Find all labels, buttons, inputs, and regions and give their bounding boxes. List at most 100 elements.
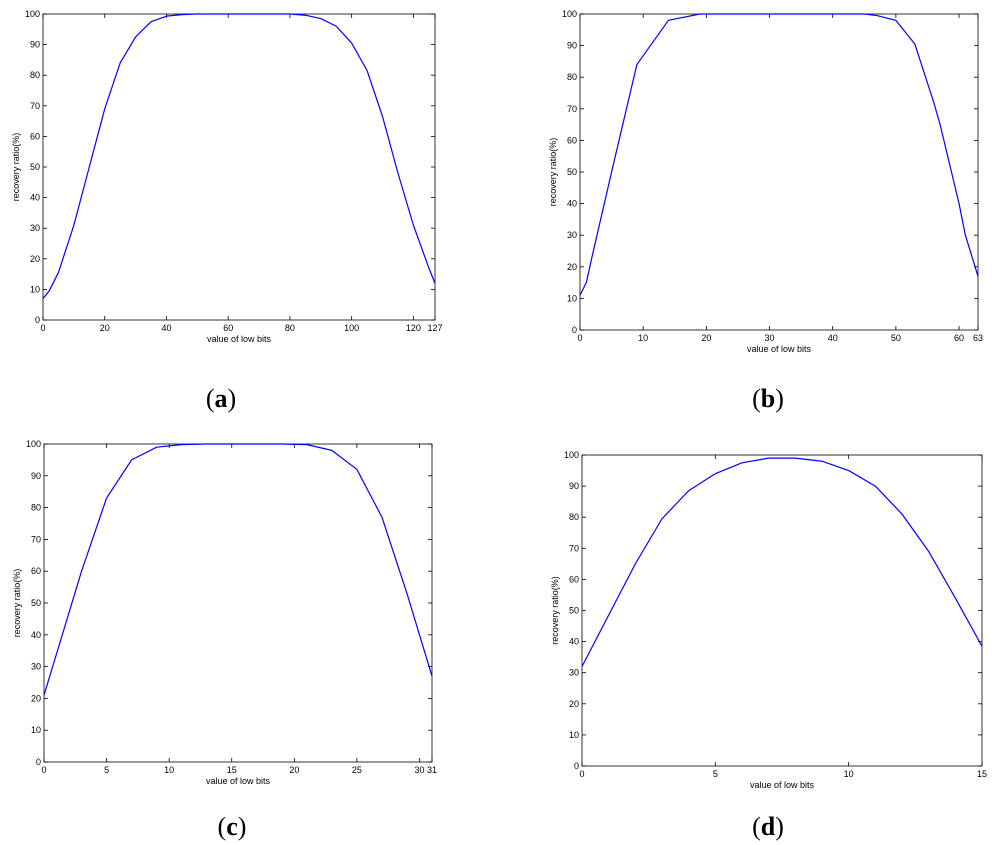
- y-tick-label: 90: [567, 41, 577, 51]
- x-tick-label: 0: [577, 333, 582, 343]
- y-tick-label: 100: [562, 9, 577, 19]
- x-tick-label: 20: [289, 765, 299, 775]
- y-tick-label: 0: [574, 761, 579, 771]
- y-tick-label: 50: [569, 606, 579, 616]
- series-line: [43, 443, 433, 696]
- x-tick-label: 20: [701, 333, 711, 343]
- panel-caption-letter: d: [760, 812, 776, 841]
- panel-caption-b: (b): [752, 384, 784, 413]
- y-tick-label: 0: [36, 757, 41, 767]
- x-tick-label: 60: [223, 323, 233, 333]
- y-tick-label: 30: [30, 223, 40, 233]
- y-tick-label: 90: [30, 40, 40, 50]
- x-tick-label: 60: [954, 333, 964, 343]
- y-axis-label: recovery ratio(%): [548, 138, 558, 207]
- y-tick-label: 10: [30, 284, 40, 294]
- y-tick-label: 40: [569, 637, 579, 647]
- x-tick-label: 5: [104, 765, 109, 775]
- y-tick-label: 0: [35, 315, 40, 325]
- y-tick-label: 100: [25, 9, 40, 19]
- x-tick-label: 40: [828, 333, 838, 343]
- y-tick-label: 60: [569, 574, 579, 584]
- y-tick-label: 70: [31, 534, 41, 544]
- x-axis-label: value of low bits: [750, 780, 815, 790]
- x-tick-label: 15: [227, 765, 237, 775]
- panel-caption-d: (d): [752, 812, 784, 841]
- x-tick-label: 0: [41, 765, 46, 775]
- series-line: [579, 13, 979, 296]
- panel-caption-c: (c): [217, 812, 247, 841]
- y-tick-label: 20: [569, 699, 579, 709]
- y-tick-label: 10: [567, 293, 577, 303]
- y-axis-label: recovery ratio(%): [550, 576, 560, 645]
- y-axis-label: recovery ratio(%): [11, 133, 21, 202]
- chart-panel-d: 0 10 20 30 40 50 60 70 80 90 100 0 5 10 15 value of low…: [550, 450, 987, 790]
- x-tick-label: 25: [352, 765, 362, 775]
- y-tick-label: 50: [567, 167, 577, 177]
- y-tick-label: 20: [30, 254, 40, 264]
- y-tick-label: 50: [30, 162, 40, 172]
- x-tick-label: 30: [414, 765, 424, 775]
- panel-caption-letter: b: [760, 384, 776, 413]
- series-line: [581, 457, 983, 667]
- panel-caption-a: (a): [205, 384, 237, 413]
- x-axis-label: value of low bits: [747, 344, 812, 354]
- x-tick-label: 100: [344, 323, 359, 333]
- x-axis-label: value of low bits: [207, 334, 272, 344]
- panel-caption-letter: a: [214, 384, 228, 413]
- x-tick-label: 10: [844, 769, 854, 779]
- chart-panel-b: 0 10 20 30 40 50 60 70 80 90 100 0 10 20 30 40 50 60 63 val…: [548, 9, 983, 354]
- x-tick-label: 10: [638, 333, 648, 343]
- y-tick-label: 60: [31, 566, 41, 576]
- y-tick-label: 40: [31, 630, 41, 640]
- x-tick-label: 50: [891, 333, 901, 343]
- plot-frame: [581, 454, 983, 767]
- y-tick-label: 10: [569, 730, 579, 740]
- x-tick-label: 120: [406, 323, 421, 333]
- series-line: [42, 13, 436, 299]
- y-tick-label: 60: [567, 135, 577, 145]
- x-axis-label: value of low bits: [206, 776, 271, 786]
- x-tick-label: 20: [100, 323, 110, 333]
- x-tick-label: 0: [40, 323, 45, 333]
- y-tick-label: 30: [569, 668, 579, 678]
- x-tick-label: 31: [427, 765, 437, 775]
- y-tick-label: 80: [31, 503, 41, 513]
- x-tick-label: 80: [285, 323, 295, 333]
- y-tick-label: 90: [569, 481, 579, 491]
- chart-panel-a: 0 10 20 30 40 50 60 70 80 90 100 0 20 40 60 80 100 120 127…: [11, 9, 443, 344]
- x-tick-label: 0: [579, 769, 584, 779]
- x-tick-label: 30: [765, 333, 775, 343]
- x-tick-label: 5: [713, 769, 718, 779]
- panel-caption-letter: c: [226, 812, 238, 841]
- y-tick-label: 70: [567, 104, 577, 114]
- y-tick-label: 60: [30, 131, 40, 141]
- y-tick-label: 40: [567, 199, 577, 209]
- y-tick-label: 80: [30, 70, 40, 80]
- y-tick-label: 10: [31, 725, 41, 735]
- y-tick-label: 100: [26, 439, 41, 449]
- y-tick-label: 80: [569, 512, 579, 522]
- y-tick-label: 30: [567, 230, 577, 240]
- x-tick-label: 63: [973, 333, 983, 343]
- y-tick-label: 0: [572, 325, 577, 335]
- y-tick-label: 70: [30, 101, 40, 111]
- x-tick-label: 15: [977, 769, 987, 779]
- plot-frame: [42, 13, 436, 321]
- y-tick-label: 90: [31, 471, 41, 481]
- y-tick-label: 20: [31, 693, 41, 703]
- y-tick-label: 50: [31, 598, 41, 608]
- y-tick-label: 20: [567, 262, 577, 272]
- y-tick-label: 30: [31, 662, 41, 672]
- x-tick-label: 10: [164, 765, 174, 775]
- plot-frame: [43, 443, 433, 763]
- y-tick-label: 70: [569, 543, 579, 553]
- y-tick-label: 100: [564, 450, 579, 460]
- plot-frame: [579, 13, 979, 331]
- x-tick-label: 40: [161, 323, 171, 333]
- y-tick-label: 80: [567, 72, 577, 82]
- x-tick-label: 127: [427, 323, 442, 333]
- y-tick-label: 40: [30, 193, 40, 203]
- y-axis-label: recovery ratio(%): [12, 569, 22, 638]
